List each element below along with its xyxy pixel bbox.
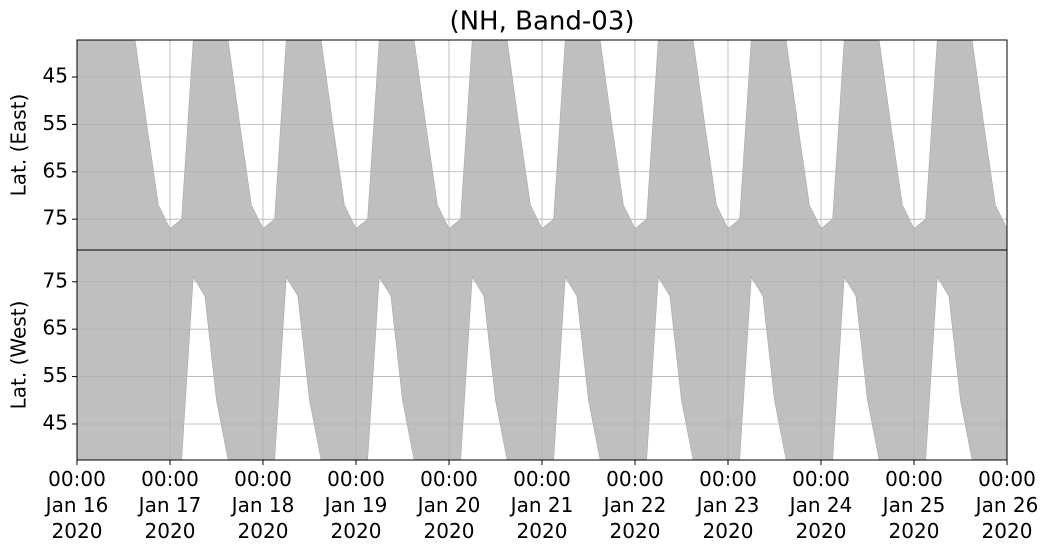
x-tick-label: 00:00 Jan 25 2020: [881, 467, 946, 543]
y-tick-label: 55: [43, 363, 68, 387]
y-tick-label: 75: [43, 206, 68, 230]
x-tick-label: 00:00 Jan 17 2020: [137, 467, 202, 543]
x-tick-label: 00:00 Jan 19 2020: [323, 467, 388, 543]
y-axis-label: Lat. (West): [7, 301, 31, 410]
x-tick-label: 00:00 Jan 20 2020: [416, 467, 481, 543]
x-tick-label: 00:00 Jan 18 2020: [230, 467, 295, 543]
y-tick-label: 55: [43, 111, 68, 135]
y-tick-label: 45: [43, 410, 68, 434]
x-tick-label: 00:00 Jan 24 2020: [788, 467, 853, 543]
x-tick-label: 00:00 Jan 26 2020: [974, 467, 1039, 543]
x-tick-label: 00:00 Jan 23 2020: [695, 467, 760, 543]
x-tick-label: 00:00 Jan 22 2020: [602, 467, 667, 543]
y-tick-label: 45: [43, 63, 68, 87]
y-tick-label: 65: [43, 316, 68, 340]
y-tick-label: 75: [43, 268, 68, 292]
y-axis-label: Lat. (East): [7, 94, 31, 197]
x-tick-label: 00:00 Jan 16 2020: [44, 467, 109, 543]
chart-title: (NH, Band-03): [449, 7, 634, 37]
y-tick-label: 65: [43, 158, 68, 182]
x-tick-label: 00:00 Jan 21 2020: [509, 467, 574, 543]
